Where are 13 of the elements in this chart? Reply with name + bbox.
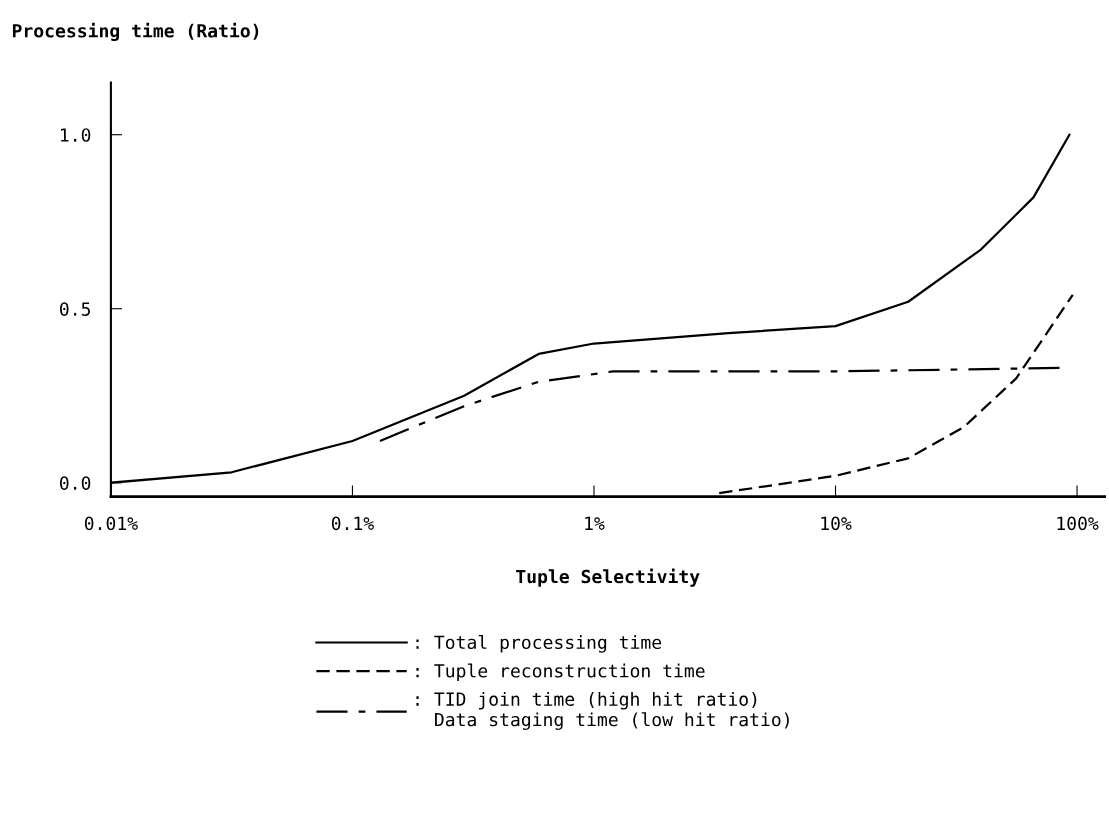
x-tick-label: 100% [1057, 516, 1099, 531]
x-tick-label: 1% [585, 516, 605, 530]
y-tick-label: 0.0 [60, 476, 91, 490]
x-tick-label: 0.01% [84, 516, 138, 531]
y-tick-label: 0.5 [60, 302, 91, 316]
x-axis-title: Tuple Selectivity [516, 568, 700, 587]
legend-label: : TID join time (high hit ratio) Data staging time (low hit ratio) [416, 691, 789, 730]
x-tick-label: 10% [821, 516, 852, 531]
x-tick-label: 0.1% [331, 516, 374, 531]
legend-label: : Tuple reconstruction time [416, 663, 705, 682]
y-axis-title: Processing time (Ratio) [12, 22, 259, 42]
legend-label: : Total processing time [416, 635, 662, 653]
y-tick-label: 1.0 [61, 128, 91, 142]
